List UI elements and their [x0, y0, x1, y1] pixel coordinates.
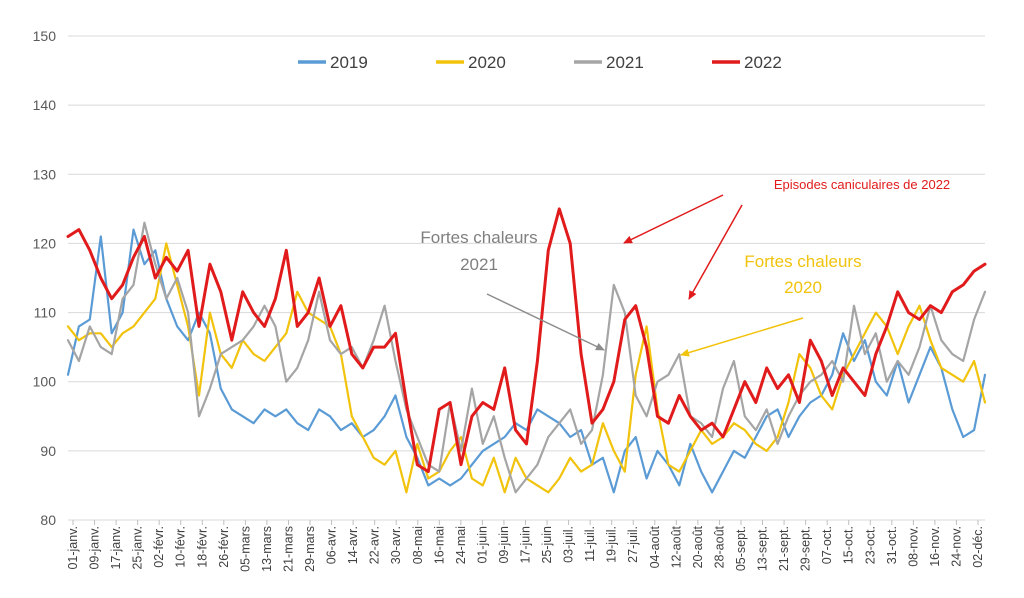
x-tick-label: 08-nov. [906, 526, 920, 567]
x-tick-label: 02-févr. [152, 526, 166, 568]
x-tick-label: 04-août [648, 525, 662, 568]
x-tick-label: 13-mars [260, 526, 274, 572]
x-tick-label: 17-juin [519, 526, 533, 564]
x-tick-label: 23-oct. [863, 526, 877, 564]
x-tick-label: 15-oct. [842, 526, 856, 564]
legend-label-2019: 2019 [330, 53, 368, 72]
x-tick-label: 17-janv. [109, 526, 123, 570]
series-line-2021 [66, 221, 987, 494]
annotation-fortes-chaleurs-2020-line2: 2020 [784, 278, 822, 297]
x-tick-label: 20-août [691, 525, 705, 568]
x-tick-label: 07-oct. [820, 526, 834, 564]
x-tick-label: 27-juil. [626, 526, 640, 563]
y-tick-label: 80 [40, 512, 56, 528]
y-tick-label: 150 [33, 28, 57, 44]
x-tick-label: 31-oct. [885, 526, 899, 564]
x-tick-label: 06-avr. [325, 526, 339, 564]
series-lines [66, 207, 987, 494]
y-tick-label: 100 [33, 374, 57, 390]
x-tick-label: 03-juil. [562, 526, 576, 563]
x-tick-label: 02-déc. [971, 526, 985, 568]
x-tick-label: 22-avr. [368, 526, 382, 564]
x-tick-label: 24-mai [454, 526, 468, 564]
y-tick-label: 90 [40, 443, 56, 459]
x-tick-label: 30-avr. [389, 526, 403, 564]
x-tick-label: 18-févr. [195, 526, 209, 568]
x-tick-label: 14-avr. [346, 526, 360, 564]
x-tick-label: 25-janv. [131, 526, 145, 570]
x-tick-label: 11-juil. [583, 526, 597, 562]
x-tick-label: 13-sept. [756, 526, 770, 571]
gridlines [68, 35, 985, 521]
series-line-2022 [66, 207, 987, 474]
y-tick-label: 130 [33, 166, 57, 182]
x-tick-label: 01-juin [475, 526, 489, 564]
legend-label-2020: 2020 [468, 53, 506, 72]
x-tick-label: 01-janv. [66, 526, 80, 570]
x-tick-label: 10-févr. [174, 526, 188, 568]
x-tick-label: 28-août [712, 525, 726, 568]
x-tick-label: 21-sept. [777, 526, 791, 571]
x-tick-label: 12-août [669, 525, 683, 568]
y-tick-label: 120 [33, 235, 57, 251]
x-tick-label: 16-nov. [928, 526, 942, 567]
annotation-fortes-chaleurs-2021-line1: Fortes chaleurs [420, 228, 537, 247]
annotation-arrow-2022-august [688, 204, 743, 300]
annotation-arrow-2021 [486, 293, 605, 351]
x-tick-label: 09-janv. [88, 526, 102, 570]
x-tick-label: 08-mai [411, 526, 425, 564]
legend-label-2022: 2022 [744, 53, 782, 72]
legend-label-2021: 2021 [606, 53, 644, 72]
x-axis-tick-labels: 01-janv. 09-janv. 17-janv. 25-janv. 02-févr.… [66, 520, 985, 572]
x-tick-label: 26-févr. [217, 526, 231, 568]
x-tick-label: 25-juin [540, 526, 554, 564]
annotation-fortes-chaleurs-2021-line2: 2021 [460, 255, 498, 274]
y-tick-label: 140 [33, 97, 57, 113]
x-tick-label: 21-mars [281, 526, 295, 572]
y-axis-tick-labels: 80 90 100 110 120 130 140 150 [33, 28, 57, 528]
annotation-fortes-chaleurs-2020-line1: Fortes chaleurs [744, 252, 861, 271]
x-tick-label: 29-sept. [799, 526, 813, 571]
annotation-episodes-caniculaires-2022: Episodes caniculaires de 2022 [774, 177, 950, 192]
x-tick-label: 16-mai [432, 526, 446, 564]
y-tick-label: 110 [34, 305, 57, 321]
x-tick-label: 09-juin [497, 526, 511, 564]
annotation-arrow-2022-july [623, 194, 724, 244]
x-tick-label: 19-juil. [605, 526, 619, 563]
legend: 2019 2020 2021 2022 [298, 53, 782, 72]
x-tick-label: 29-mars [303, 526, 317, 572]
x-tick-label: 24-nov. [949, 526, 963, 567]
x-tick-label: 05-mars [238, 526, 252, 572]
annotations: Fortes chaleurs 2021 Episodes caniculair… [420, 177, 950, 357]
x-tick-label: 05-sept. [734, 526, 748, 571]
series-line-2019 [66, 228, 987, 494]
annotation-arrow-2020 [680, 317, 804, 357]
